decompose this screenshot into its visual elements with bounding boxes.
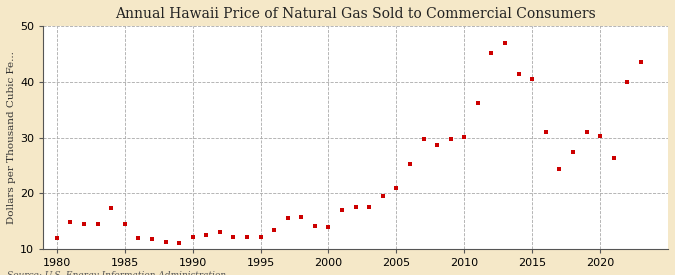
Point xyxy=(595,134,605,138)
Point xyxy=(608,156,619,160)
Point xyxy=(146,237,157,241)
Point xyxy=(513,72,524,76)
Title: Annual Hawaii Price of Natural Gas Sold to Commercial Consumers: Annual Hawaii Price of Natural Gas Sold … xyxy=(115,7,596,21)
Point xyxy=(133,236,144,240)
Point xyxy=(215,230,225,235)
Point xyxy=(269,227,279,232)
Point xyxy=(106,206,117,211)
Point xyxy=(432,143,443,148)
Point xyxy=(173,241,184,246)
Point xyxy=(201,233,212,237)
Point xyxy=(377,194,388,198)
Point xyxy=(296,214,306,219)
Point xyxy=(581,130,592,134)
Point xyxy=(364,205,375,210)
Point xyxy=(160,240,171,244)
Y-axis label: Dollars per Thousand Cubic Fe...: Dollars per Thousand Cubic Fe... xyxy=(7,51,16,224)
Point xyxy=(51,236,62,240)
Point xyxy=(242,235,252,239)
Point xyxy=(568,149,578,154)
Point xyxy=(282,216,293,221)
Point xyxy=(404,162,415,167)
Point xyxy=(622,80,632,84)
Point xyxy=(500,41,510,45)
Point xyxy=(391,186,402,190)
Point xyxy=(187,235,198,239)
Point xyxy=(92,222,103,226)
Point xyxy=(418,137,429,142)
Point xyxy=(541,130,551,134)
Point xyxy=(635,60,646,65)
Text: Source: U.S. Energy Information Administration: Source: U.S. Energy Information Administ… xyxy=(7,271,225,275)
Point xyxy=(446,137,456,141)
Point xyxy=(119,222,130,226)
Point xyxy=(554,167,565,171)
Point xyxy=(255,235,266,240)
Point xyxy=(323,225,334,229)
Point xyxy=(78,222,89,226)
Point xyxy=(486,51,497,55)
Point xyxy=(472,101,483,105)
Point xyxy=(350,205,361,210)
Point xyxy=(526,77,537,81)
Point xyxy=(310,224,321,228)
Point xyxy=(337,208,348,212)
Point xyxy=(228,235,239,239)
Point xyxy=(459,134,470,139)
Point xyxy=(65,220,76,224)
